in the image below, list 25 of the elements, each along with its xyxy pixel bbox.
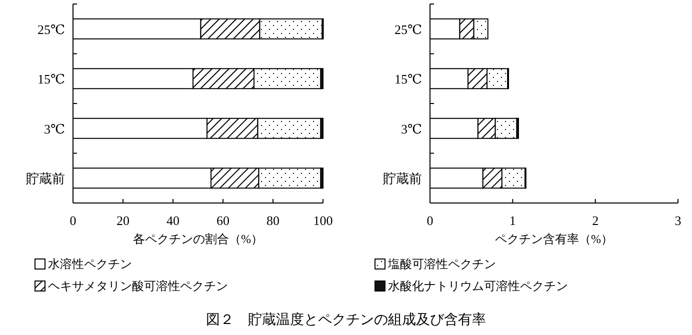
- y-tick-label: 25℃: [37, 22, 65, 37]
- x-axis-title: ペクチン含有率（%）: [495, 232, 613, 246]
- x-tick-label: 3: [674, 213, 682, 228]
- y-tick-label: 25℃: [394, 22, 422, 37]
- x-tick-label: 1: [509, 213, 516, 228]
- x-tick-label: 20: [116, 213, 130, 228]
- x-tick-label: 0: [70, 213, 76, 228]
- legend-label: ヘキサメタリン酸可溶性ペクチン: [48, 279, 228, 293]
- y-tick-label: 貯蔵前: [26, 171, 65, 186]
- legend-label: 水溶性ペクチン: [48, 257, 132, 271]
- y-tick-label: 貯蔵前: [383, 171, 422, 186]
- x-tick-label: 0: [426, 213, 434, 228]
- x-tick-label: 60: [216, 213, 230, 228]
- y-tick-label: 3℃: [44, 121, 65, 136]
- x-axis-title: 各ペクチンの割合（%）: [133, 232, 263, 246]
- x-tick-label: 80: [266, 213, 280, 228]
- legend-label: 塩酸可溶性ペクチン: [387, 257, 496, 271]
- legend-label: 水酸化ナトリウム可溶性ペクチン: [388, 279, 568, 293]
- y-tick-label: 3℃: [400, 121, 422, 136]
- caption: 図２ 貯蔵温度とペクチンの組成及び含有率: [206, 312, 486, 328]
- y-tick-label: 15℃: [394, 72, 422, 87]
- x-tick-label: 40: [166, 213, 180, 228]
- y-tick-label: 15℃: [37, 72, 65, 87]
- x-tick-label: 100: [313, 213, 333, 228]
- x-tick-label: 2: [592, 213, 599, 228]
